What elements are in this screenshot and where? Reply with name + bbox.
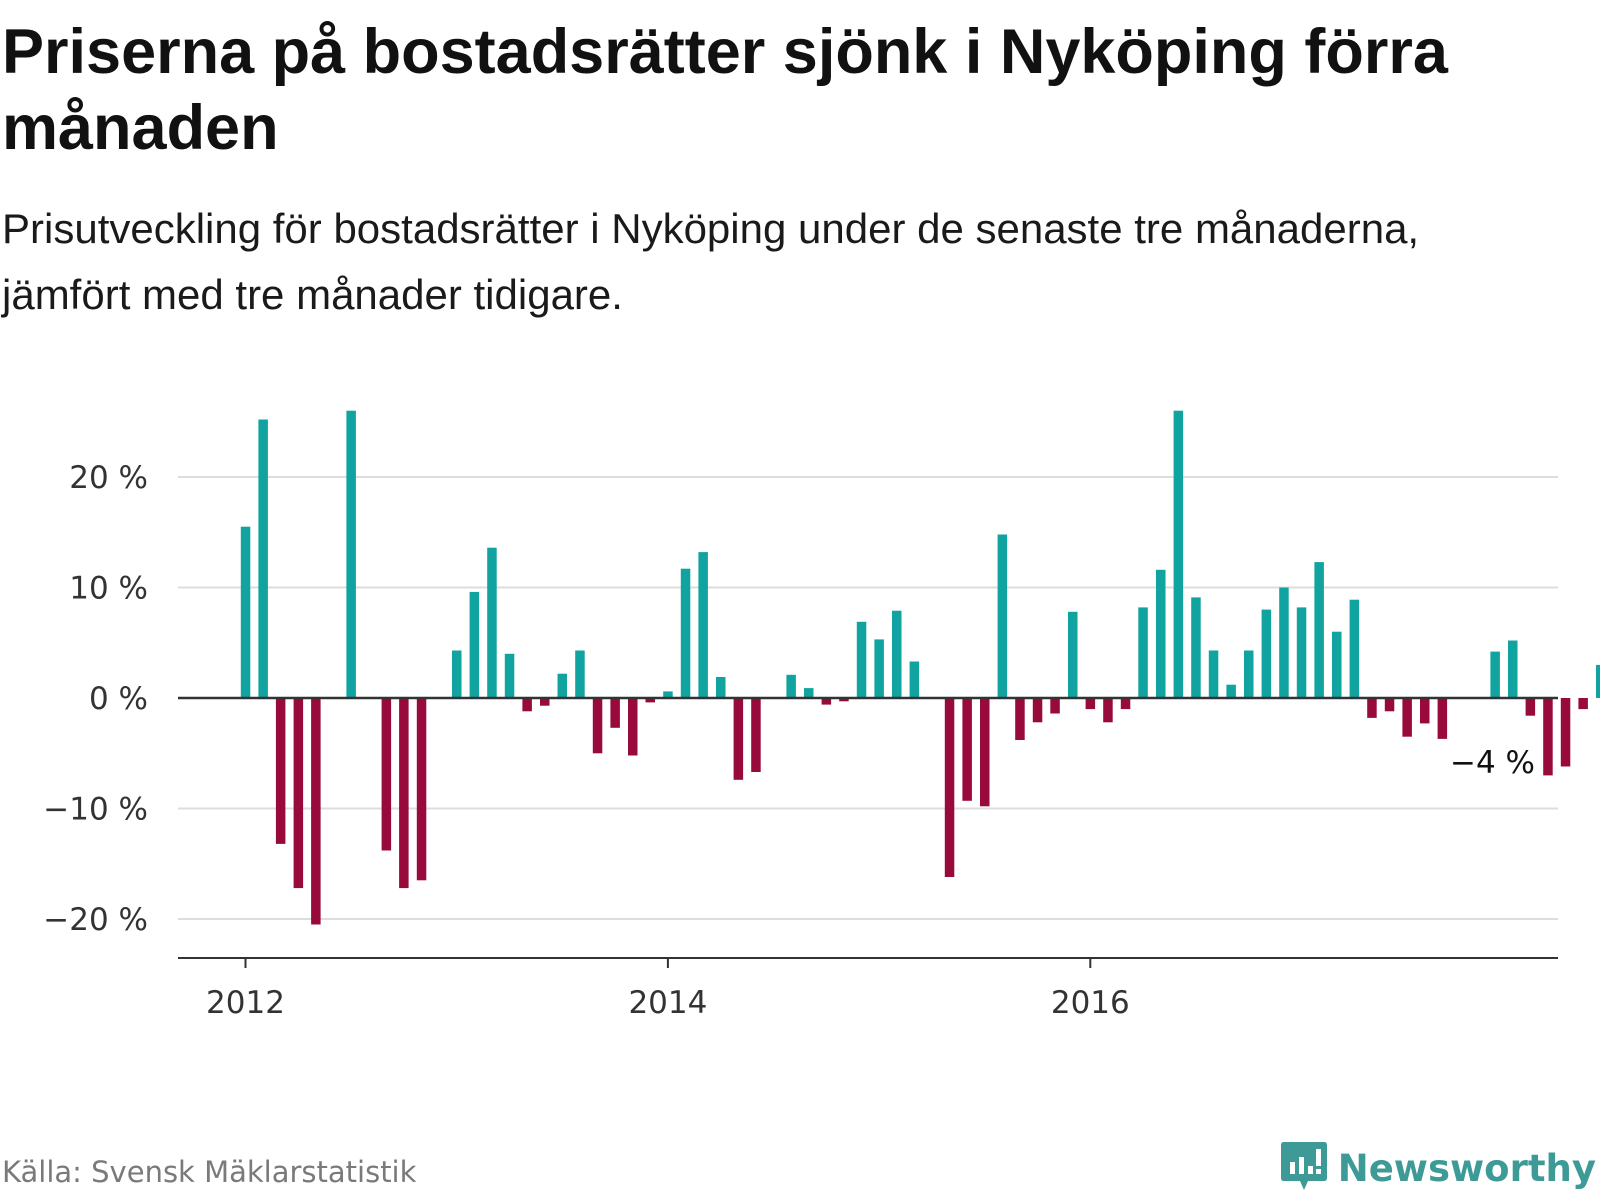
bar bbox=[804, 688, 814, 698]
bar bbox=[240, 526, 251, 698]
y-tick-label: 0 % bbox=[89, 681, 148, 717]
bar bbox=[874, 639, 884, 698]
page-title: Priserna på bostadsrätter sjönk i Nyköpi… bbox=[2, 17, 1448, 163]
bar bbox=[381, 698, 392, 851]
bar bbox=[1332, 631, 1342, 698]
bar bbox=[1508, 640, 1518, 698]
bar bbox=[346, 410, 356, 698]
bar bbox=[575, 650, 585, 698]
bar bbox=[821, 698, 832, 705]
y-tick-label: 20 % bbox=[69, 460, 148, 496]
bar bbox=[1367, 698, 1377, 718]
bar bbox=[997, 534, 1008, 698]
bar bbox=[522, 698, 532, 712]
bar bbox=[1490, 651, 1500, 698]
bar bbox=[311, 698, 321, 925]
bar bbox=[416, 698, 427, 881]
bar bbox=[487, 547, 497, 698]
bar bbox=[698, 552, 708, 698]
bar bbox=[980, 698, 990, 807]
page-subtitle: Prisutveckling för bostadsrätter i Nyköp… bbox=[2, 205, 1420, 318]
brand-name: Newsworthy bbox=[1337, 1146, 1596, 1190]
bar bbox=[1543, 698, 1553, 776]
bar bbox=[1032, 698, 1043, 723]
y-tick-label: −10 % bbox=[43, 792, 148, 828]
bar bbox=[1103, 698, 1113, 723]
bar bbox=[1596, 664, 1600, 698]
bar bbox=[663, 691, 673, 698]
bar bbox=[1120, 698, 1131, 710]
bar bbox=[733, 698, 744, 780]
bar bbox=[1349, 599, 1360, 698]
bar bbox=[275, 698, 286, 844]
bar bbox=[452, 650, 462, 698]
bar bbox=[1226, 684, 1236, 698]
bar bbox=[1261, 609, 1272, 698]
x-tick-label: 2014 bbox=[628, 985, 707, 1021]
bar bbox=[680, 568, 691, 698]
bar bbox=[839, 698, 849, 702]
bar bbox=[1208, 650, 1219, 698]
bar bbox=[1015, 698, 1025, 740]
bar bbox=[258, 419, 268, 698]
y-tick-label: −20 % bbox=[43, 902, 148, 938]
bar bbox=[1560, 698, 1571, 767]
bar bbox=[610, 698, 620, 728]
bar bbox=[1402, 698, 1412, 737]
bar bbox=[1525, 698, 1536, 716]
bar bbox=[1314, 562, 1324, 698]
bar bbox=[944, 698, 955, 877]
bar bbox=[909, 661, 920, 698]
bar bbox=[786, 674, 796, 698]
bar bbox=[892, 610, 902, 698]
bar bbox=[856, 621, 867, 698]
bars bbox=[240, 410, 1600, 925]
bar bbox=[469, 591, 480, 698]
bar bbox=[716, 677, 726, 698]
brand-logo: Newsworthy bbox=[1280, 1140, 1596, 1196]
last-value-label: −4 % bbox=[1450, 745, 1535, 781]
y-tick-label: 10 % bbox=[69, 571, 148, 607]
bar bbox=[1296, 607, 1307, 698]
bar bbox=[592, 698, 603, 754]
bar-chart-speech-bubble-icon bbox=[1280, 1142, 1327, 1190]
axes: 20 %10 %0 %−10 %−20 %2012201420162019202… bbox=[43, 460, 1558, 1021]
bar bbox=[1085, 698, 1096, 710]
bar bbox=[1173, 410, 1184, 698]
bar bbox=[1191, 597, 1201, 698]
bar bbox=[628, 698, 638, 756]
bar bbox=[962, 698, 972, 801]
bar bbox=[557, 673, 567, 698]
x-tick-label: 2012 bbox=[206, 985, 285, 1021]
bar bbox=[1068, 611, 1078, 698]
bar bbox=[1437, 698, 1448, 739]
bar bbox=[1279, 587, 1289, 698]
bar-chart: 20 %10 %0 %−10 %−20 %2012201420162019202… bbox=[43, 410, 1600, 1021]
bar bbox=[1578, 698, 1588, 710]
bar bbox=[1420, 698, 1430, 724]
bar bbox=[399, 698, 409, 889]
bar bbox=[1050, 698, 1060, 714]
bar bbox=[751, 698, 761, 772]
x-tick-label: 2016 bbox=[1051, 985, 1130, 1021]
bar bbox=[1138, 607, 1148, 698]
bar bbox=[1156, 569, 1166, 698]
bar bbox=[293, 698, 304, 889]
bar bbox=[645, 698, 655, 703]
source-note: Källa: Svensk Mäklarstatistik bbox=[2, 1155, 417, 1189]
bar bbox=[540, 698, 550, 706]
bar bbox=[504, 653, 515, 698]
bar bbox=[1384, 698, 1395, 712]
bar bbox=[1244, 650, 1254, 698]
